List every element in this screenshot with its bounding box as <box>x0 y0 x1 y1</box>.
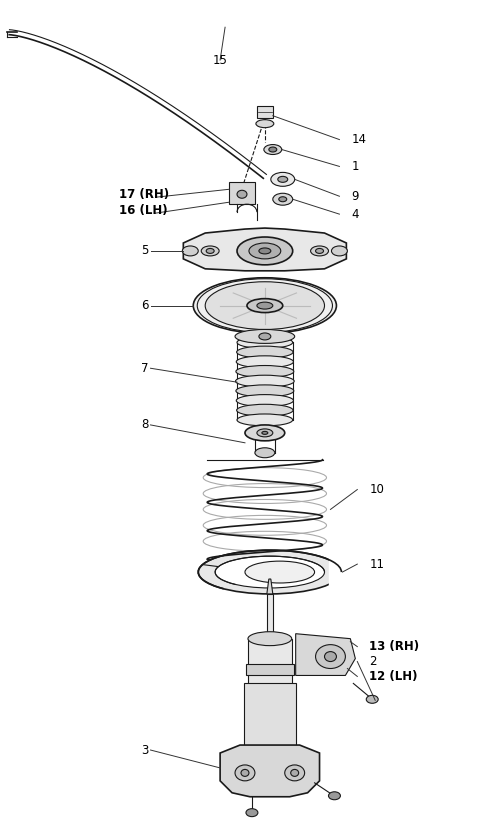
Ellipse shape <box>236 395 293 406</box>
Bar <box>244 683 296 753</box>
Text: 16 (LH): 16 (LH) <box>119 204 168 217</box>
Ellipse shape <box>328 791 340 800</box>
Ellipse shape <box>236 375 294 388</box>
Ellipse shape <box>236 355 293 368</box>
Ellipse shape <box>236 365 294 378</box>
Text: 1: 1 <box>351 160 359 173</box>
Polygon shape <box>220 745 320 796</box>
Ellipse shape <box>245 561 314 583</box>
Text: 13 (RH): 13 (RH) <box>369 640 420 654</box>
Ellipse shape <box>366 695 378 704</box>
Text: 4: 4 <box>351 208 359 221</box>
Ellipse shape <box>237 337 293 348</box>
Ellipse shape <box>255 447 275 458</box>
Bar <box>248 639 292 718</box>
Ellipse shape <box>332 246 348 256</box>
Ellipse shape <box>262 431 268 434</box>
Ellipse shape <box>237 190 247 198</box>
Ellipse shape <box>324 652 336 662</box>
Ellipse shape <box>182 246 198 256</box>
Ellipse shape <box>235 329 295 343</box>
Ellipse shape <box>257 429 273 437</box>
Polygon shape <box>267 579 273 594</box>
Polygon shape <box>229 182 255 204</box>
Ellipse shape <box>269 147 277 152</box>
Ellipse shape <box>256 120 274 127</box>
Ellipse shape <box>236 385 294 397</box>
Text: 14: 14 <box>351 133 366 146</box>
Ellipse shape <box>198 550 341 594</box>
Ellipse shape <box>205 282 324 329</box>
Bar <box>246 663 294 676</box>
Ellipse shape <box>259 248 271 254</box>
Ellipse shape <box>311 246 328 256</box>
Text: 12 (LH): 12 (LH) <box>369 670 418 683</box>
Ellipse shape <box>201 246 219 256</box>
Ellipse shape <box>259 333 271 340</box>
Ellipse shape <box>241 769 249 777</box>
Text: 9: 9 <box>351 190 359 203</box>
Ellipse shape <box>291 769 299 777</box>
Ellipse shape <box>278 177 288 182</box>
Ellipse shape <box>206 249 214 254</box>
Ellipse shape <box>245 425 285 441</box>
Text: 5: 5 <box>141 245 148 258</box>
Ellipse shape <box>246 809 258 817</box>
Ellipse shape <box>237 404 293 416</box>
Text: 7: 7 <box>141 362 148 374</box>
Ellipse shape <box>235 765 255 781</box>
Polygon shape <box>329 548 349 597</box>
Ellipse shape <box>247 299 283 313</box>
Ellipse shape <box>264 144 282 154</box>
Text: 17 (RH): 17 (RH) <box>119 188 169 201</box>
Ellipse shape <box>279 197 287 202</box>
Ellipse shape <box>271 172 295 186</box>
Ellipse shape <box>237 346 293 358</box>
Ellipse shape <box>237 414 293 426</box>
Text: 11: 11 <box>369 557 384 571</box>
Ellipse shape <box>215 556 324 588</box>
Ellipse shape <box>237 237 293 265</box>
Ellipse shape <box>193 277 336 333</box>
Ellipse shape <box>273 193 293 205</box>
Ellipse shape <box>257 302 273 309</box>
Bar <box>267 594 273 639</box>
Bar <box>257 106 273 117</box>
Ellipse shape <box>249 243 281 259</box>
Polygon shape <box>183 228 347 271</box>
Text: 10: 10 <box>369 483 384 496</box>
Text: 15: 15 <box>213 53 228 67</box>
Polygon shape <box>296 634 355 676</box>
Text: 3: 3 <box>141 744 148 756</box>
Ellipse shape <box>315 644 346 668</box>
Ellipse shape <box>248 631 292 645</box>
Text: 6: 6 <box>141 299 148 312</box>
Text: 8: 8 <box>141 419 148 431</box>
Ellipse shape <box>285 765 305 781</box>
Ellipse shape <box>315 249 324 254</box>
Text: 2: 2 <box>369 655 377 668</box>
